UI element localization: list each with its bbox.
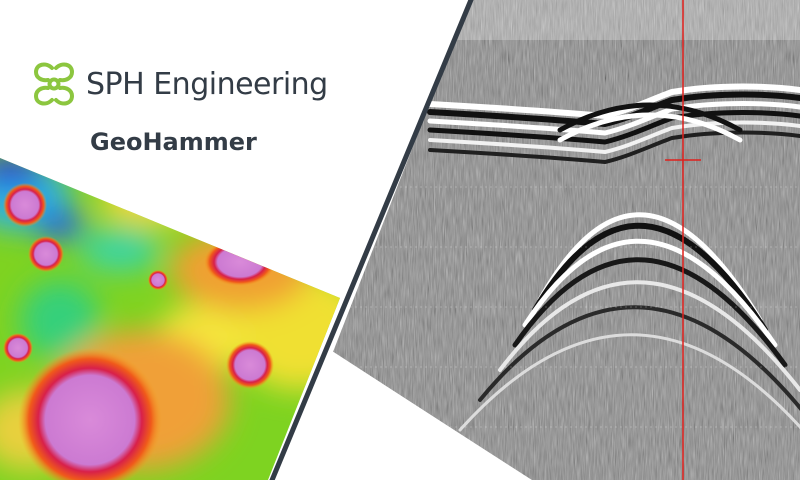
product-name: GeoHammer (90, 128, 257, 156)
divider-line (269, 0, 474, 480)
magnetic-anomaly-heatmap (0, 158, 340, 480)
gpr-radargram (333, 0, 800, 480)
brand: SPH Engineering (30, 60, 328, 108)
brand-name: SPH Engineering (86, 66, 328, 102)
sph-logo-icon (33, 62, 75, 106)
divider-line (328, 350, 531, 480)
